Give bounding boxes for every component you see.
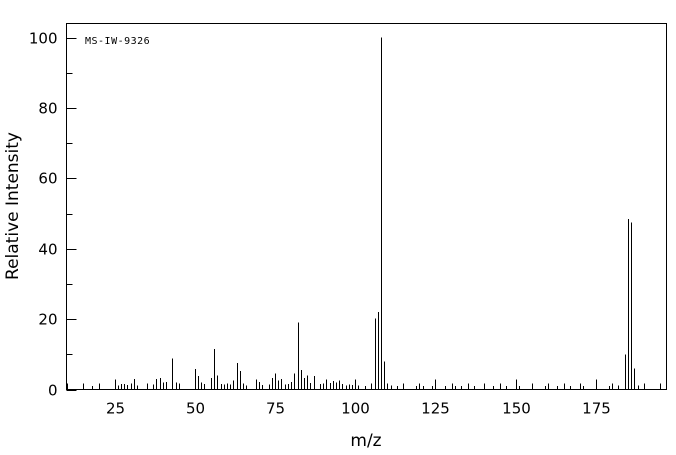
y-tick-label: 0 [48, 382, 58, 400]
x-tick-label: 50 [186, 400, 205, 418]
spectrum-peaks [83, 37, 645, 390]
y-tick-label: 100 [29, 30, 58, 48]
plot-frame [66, 23, 667, 390]
x-tick-label: 75 [266, 400, 285, 418]
y-axis-major-ticks [66, 38, 77, 391]
sample-id-annotation: MS-IW-9326 [85, 36, 150, 47]
x-tick-label: 25 [106, 400, 125, 418]
x-tick-label: 175 [582, 400, 611, 418]
y-axis-title: Relative Intensity [3, 132, 23, 280]
y-tick-label: 60 [38, 170, 57, 188]
x-tick-label: 100 [341, 400, 370, 418]
x-axis-tick-labels: 25 50 75 100 125 150 175 [106, 400, 611, 418]
y-tick-label: 40 [38, 241, 57, 259]
y-axis-tick-labels: 0 20 40 60 80 100 [29, 30, 58, 400]
y-tick-label: 20 [38, 311, 57, 329]
y-axis-minor-ticks [66, 73, 73, 355]
x-tick-label: 150 [502, 400, 531, 418]
x-tick-label: 125 [421, 400, 450, 418]
y-tick-label: 80 [38, 100, 57, 118]
x-axis-major-ticks [115, 379, 597, 390]
x-axis-title: m/z [350, 431, 381, 451]
